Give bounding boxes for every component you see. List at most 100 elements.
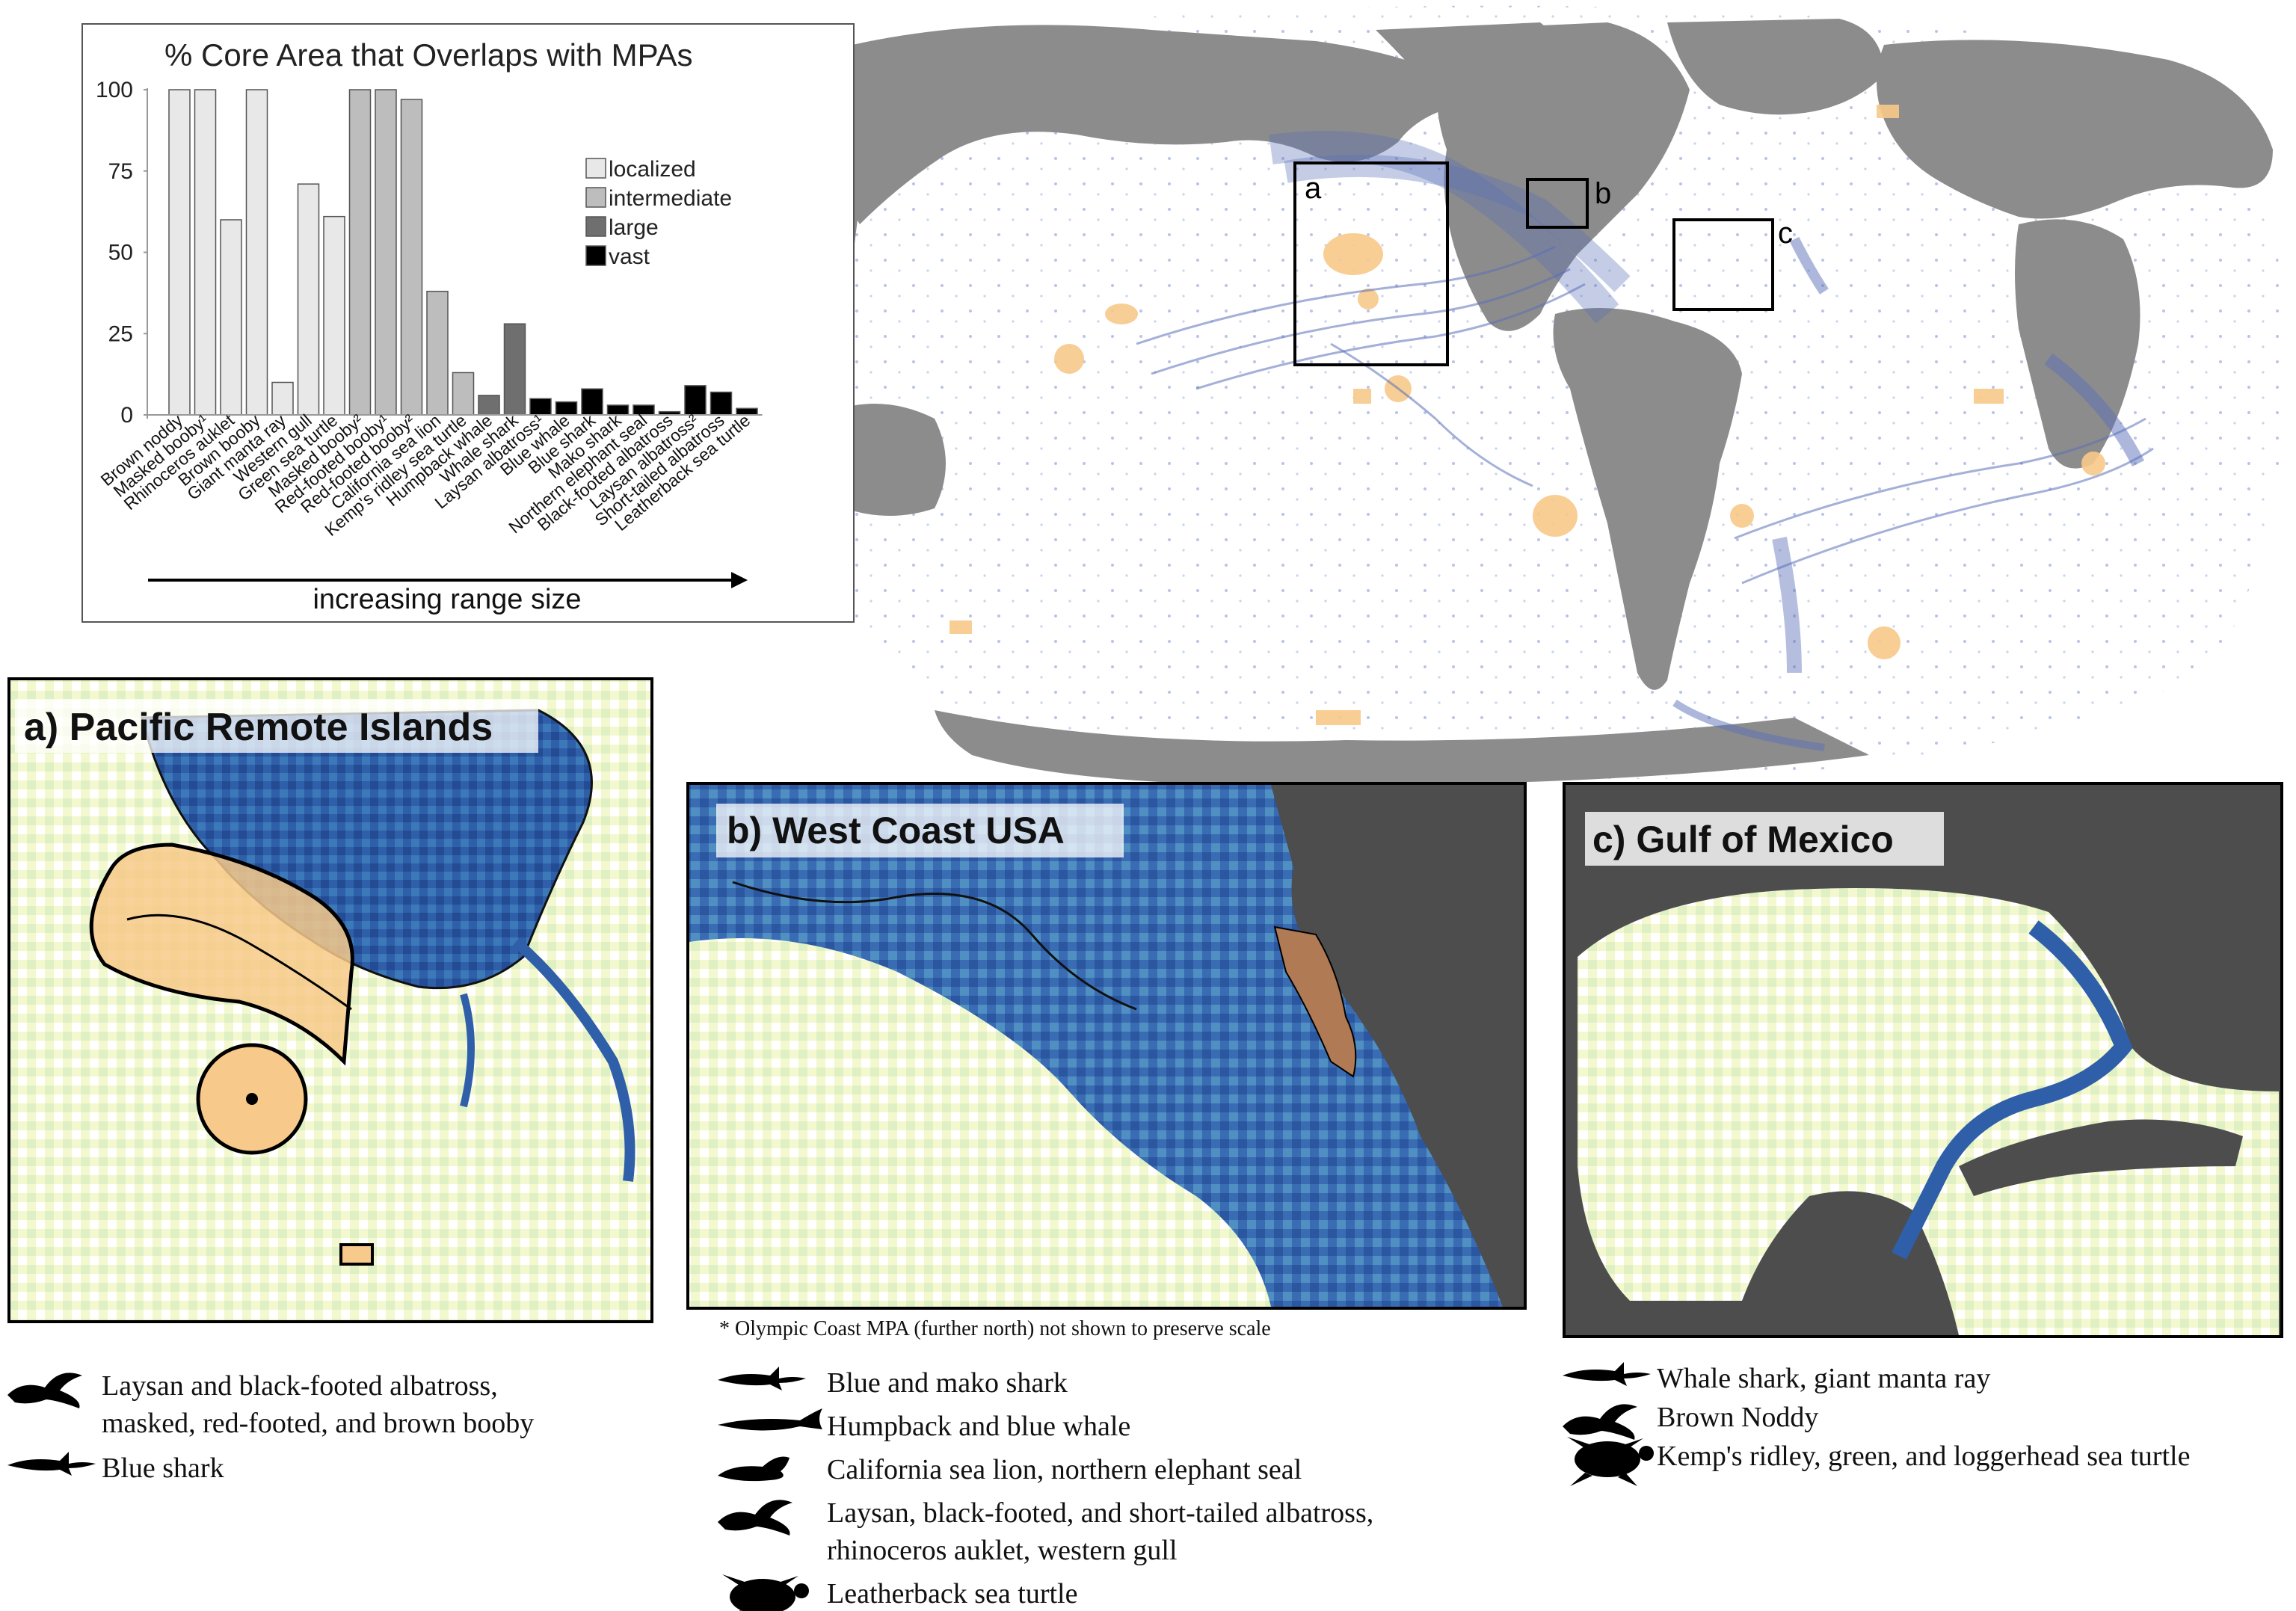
panel-a-mpa-inner bbox=[126, 914, 352, 1011]
panel-c-title-bg bbox=[1585, 812, 1944, 866]
species-entry: Humpback and blue whale bbox=[718, 1408, 1130, 1442]
y-tick-label: 25 bbox=[108, 321, 133, 346]
bar bbox=[271, 381, 294, 416]
y-tick-label: 100 bbox=[96, 78, 133, 102]
panel-b: b) West Coast USA * Olympic Coast MPA (f… bbox=[686, 782, 1527, 1340]
bar bbox=[297, 183, 320, 416]
bars bbox=[147, 89, 763, 416]
legend-swatch bbox=[585, 187, 606, 208]
turtle-icon bbox=[1567, 1437, 1654, 1486]
inset-box-b bbox=[1526, 178, 1589, 229]
species-entry: Whale shark, giant manta ray bbox=[1563, 1362, 1990, 1394]
bar bbox=[684, 385, 707, 416]
species-label: Blue shark bbox=[102, 1453, 224, 1484]
x-axis-label: increasing range size bbox=[313, 584, 581, 615]
species-entry: Laysan and black-footed albatross, masked… bbox=[7, 1370, 534, 1439]
panel-a-small-mpa bbox=[339, 1243, 374, 1266]
bar bbox=[400, 99, 423, 416]
bar bbox=[452, 372, 475, 416]
species-entry: Blue shark bbox=[7, 1452, 224, 1484]
panel-b-light-region bbox=[689, 938, 1271, 1307]
panel-b-mpa bbox=[1273, 925, 1357, 1078]
bar bbox=[503, 323, 526, 416]
panel-b-land bbox=[1271, 785, 1524, 1307]
panel-b-footnote: * Olympic Coast MPA (further north) not … bbox=[719, 1317, 1271, 1340]
species-label: Blue and mako shark bbox=[827, 1367, 1068, 1399]
map-ocean bbox=[784, 5, 2286, 780]
chart-title: % Core Area that Overlaps with MPAs bbox=[164, 37, 693, 73]
shark-icon bbox=[7, 1452, 96, 1476]
bar bbox=[194, 89, 217, 416]
world-map: a b c bbox=[777, 5, 2286, 786]
species-entry: Kemp's ridley, green, and loggerhead sea… bbox=[1567, 1437, 2190, 1486]
animal-tracks bbox=[1136, 131, 2154, 751]
bar bbox=[375, 89, 397, 416]
panel-c-coastal-band bbox=[1892, 920, 2133, 1260]
panel-a-mpa bbox=[89, 843, 354, 1066]
species-legends: Laysan and black-footed albatross, masked… bbox=[7, 1362, 2190, 1611]
legend-swatch bbox=[585, 245, 606, 266]
y-tick-label: 0 bbox=[120, 403, 133, 428]
sea-lion-icon bbox=[718, 1456, 790, 1482]
albatross-icon bbox=[718, 1500, 792, 1535]
species-entry: Leatherback sea turtle bbox=[722, 1574, 1077, 1611]
panel-a-track-branch bbox=[512, 937, 635, 1182]
inset-box-a bbox=[1293, 161, 1449, 366]
species-label: Kemp's ridley, green, and loggerhead sea… bbox=[1657, 1441, 2190, 1472]
panel-a-title-bg bbox=[15, 699, 538, 753]
panel-b-title-bg bbox=[716, 804, 1124, 857]
legend: localized intermediate large vast bbox=[585, 157, 732, 269]
panel-c-title: c) Gulf of Mexico bbox=[1592, 819, 1894, 860]
legend-label: localized bbox=[609, 157, 696, 182]
species-entry: Blue and mako shark bbox=[718, 1367, 1068, 1399]
species-label: Whale shark, giant manta ray bbox=[1657, 1363, 1990, 1394]
species-label: rhinoceros auklet, western gull bbox=[827, 1535, 1178, 1566]
panel-a-island bbox=[246, 1093, 258, 1105]
legend-label: large bbox=[609, 215, 659, 240]
bar bbox=[168, 89, 191, 416]
inset-label-c: c bbox=[1778, 217, 1793, 250]
species-label: masked, red-footed, and brown booby bbox=[102, 1408, 534, 1439]
inset-label-a: a bbox=[1305, 172, 1322, 205]
shark-icon bbox=[718, 1367, 806, 1390]
species-label: Brown Noddy bbox=[1657, 1402, 1818, 1433]
inset-box-c bbox=[1672, 218, 1774, 311]
legend-swatch bbox=[585, 158, 606, 179]
albatross-icon bbox=[1563, 1404, 1637, 1440]
y-tick-label: 50 bbox=[108, 241, 133, 265]
panel-a-track-branch-2 bbox=[460, 993, 475, 1108]
shark-icon bbox=[1563, 1362, 1651, 1386]
species-label: Humpback and blue whale bbox=[827, 1411, 1130, 1442]
bar-chart: % Core Area that Overlaps with MPAs 0 25 5… bbox=[81, 23, 855, 623]
legend-label: intermediate bbox=[609, 186, 732, 211]
panel-a: a) Pacific Remote Islands bbox=[7, 677, 653, 1323]
turtle-icon bbox=[722, 1574, 809, 1611]
panel-b-contour bbox=[732, 881, 1137, 1011]
legend-label: vast bbox=[609, 244, 650, 269]
panel-c-cuba bbox=[1959, 1119, 2243, 1196]
species-entry: California sea lion, northern elephant s… bbox=[718, 1454, 1302, 1485]
species-label: Laysan, black-footed, and short-tailed a… bbox=[827, 1497, 1373, 1529]
inset-boxes bbox=[1293, 161, 1774, 366]
panel-c: c) Gulf of Mexico bbox=[1563, 782, 2283, 1338]
y-tick-labels: 0 25 50 75 100 bbox=[96, 78, 147, 428]
bar bbox=[323, 215, 345, 416]
bar bbox=[220, 219, 242, 416]
bar bbox=[348, 89, 372, 416]
bar bbox=[426, 290, 449, 416]
whale-icon bbox=[718, 1408, 822, 1431]
species-label: Leatherback sea turtle bbox=[827, 1578, 1077, 1610]
y-tick-label: 75 bbox=[108, 159, 133, 184]
panel-b-title: b) West Coast USA bbox=[727, 810, 1065, 851]
range-arrow-head bbox=[731, 572, 748, 588]
inset-label-b: b bbox=[1595, 177, 1611, 210]
species-entry: Brown Noddy bbox=[1563, 1402, 1818, 1440]
albatross-icon bbox=[7, 1373, 82, 1408]
species-label: California sea lion, northern elephant s… bbox=[827, 1454, 1302, 1485]
bar bbox=[245, 89, 268, 416]
species-entry: Laysan, black-footed, and short-tailed a… bbox=[718, 1497, 1373, 1566]
legend-swatch bbox=[585, 216, 606, 237]
species-label: Laysan and black-footed albatross, bbox=[102, 1370, 498, 1402]
